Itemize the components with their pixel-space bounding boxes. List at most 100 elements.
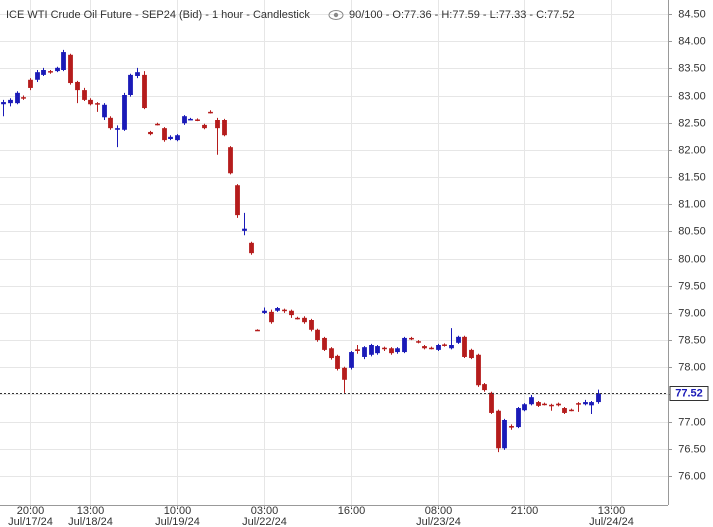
- candle-body: [583, 402, 588, 405]
- candle-body: [469, 349, 474, 359]
- candle-body: [476, 354, 481, 386]
- candle-body: [576, 403, 581, 405]
- candle-body: [242, 228, 247, 231]
- candle-body: [122, 95, 127, 130]
- candle-body: [28, 79, 33, 88]
- candle-body: [536, 402, 541, 406]
- candle-body: [342, 367, 347, 380]
- x-tick-date: Jul/24/24: [589, 516, 634, 527]
- candle-body: [522, 404, 527, 411]
- candle-body: [369, 345, 374, 355]
- y-tick-label: 76.00: [678, 470, 706, 482]
- y-tick-label: 79.50: [678, 280, 706, 292]
- candle-body: [402, 337, 407, 353]
- candle-body: [335, 355, 340, 369]
- y-tick-label: 81.00: [678, 198, 706, 210]
- candle-body: [529, 397, 534, 405]
- x-tick-label: 16:00: [338, 505, 366, 517]
- y-tick-label: 80.00: [678, 253, 706, 265]
- candle-body: [115, 128, 120, 130]
- candle-body: [456, 336, 461, 343]
- y-tick-label: 78.00: [678, 361, 706, 373]
- candle-body: [255, 329, 260, 332]
- x-tick-label: 10:00: [164, 505, 192, 517]
- candle-body: [349, 352, 354, 368]
- candle-body: [569, 409, 574, 412]
- candle-body: [61, 52, 66, 70]
- y-tick-label: 84.50: [678, 8, 706, 20]
- y-tick-label: 83.00: [678, 90, 706, 102]
- candle-body: [95, 103, 100, 105]
- x-tick-date: Jul/23/24: [416, 516, 461, 527]
- candle-body: [15, 92, 20, 104]
- candle-body: [215, 120, 220, 129]
- chart-title: ICE WTI Crude Oil Future - SEP24 (Bid) -…: [6, 9, 310, 21]
- y-tick-label: 77.00: [678, 416, 706, 428]
- candle-body: [482, 384, 487, 391]
- candle-body: [55, 67, 60, 72]
- candle-body: [442, 344, 447, 346]
- candle-body: [1, 102, 6, 105]
- y-tick-label: 82.00: [678, 144, 706, 156]
- candle-body: [155, 123, 160, 126]
- candle-body: [235, 185, 240, 216]
- candle-body: [422, 346, 427, 349]
- y-tick-label: 83.50: [678, 62, 706, 74]
- candle-body: [509, 425, 514, 428]
- candle-body: [195, 119, 200, 121]
- candle-body: [429, 347, 434, 350]
- candle-body: [202, 124, 207, 129]
- y-tick-label: 79.00: [678, 307, 706, 319]
- candle-body: [8, 99, 13, 104]
- candle-body: [275, 308, 280, 311]
- last-price-box: [669, 386, 709, 401]
- candle-body: [395, 348, 400, 353]
- candle-body: [128, 74, 133, 95]
- x-tick-date: Jul/18/24: [68, 516, 113, 527]
- legend-ohlc: 90/100 - O:77.36 - H:77.59 - L:77.33 - C…: [349, 9, 575, 21]
- candle-body: [21, 97, 26, 99]
- candle-body: [322, 337, 327, 350]
- candle-body: [596, 393, 601, 403]
- eye-pupil: [333, 12, 339, 18]
- candle-body: [168, 136, 173, 140]
- candle-body: [375, 346, 380, 354]
- candle-body: [389, 348, 394, 354]
- candle-body: [502, 420, 507, 449]
- candle-body: [188, 118, 193, 121]
- y-tick-label: 84.00: [678, 35, 706, 47]
- candle-body: [162, 128, 167, 141]
- candle-body: [75, 81, 80, 91]
- candle-body: [142, 74, 147, 109]
- candle-body: [102, 104, 107, 118]
- candle-body: [462, 336, 467, 357]
- candle-body: [362, 347, 367, 357]
- candle-body: [182, 116, 187, 124]
- eye-outline: [328, 10, 344, 20]
- x-tick-date: Jul/22/24: [242, 516, 287, 527]
- y-tick-label: 80.50: [678, 225, 706, 237]
- candle-body: [309, 320, 314, 330]
- candle-body: [436, 345, 441, 350]
- candle-body: [262, 310, 267, 313]
- candle-body: [496, 410, 501, 449]
- candle-body: [409, 337, 414, 340]
- candle-body: [562, 408, 567, 413]
- candle-body: [556, 403, 561, 406]
- candle-body: [82, 90, 87, 100]
- candle-body: [355, 349, 360, 351]
- candle-body: [222, 120, 227, 136]
- candle-body: [148, 131, 153, 135]
- candle-body: [228, 147, 233, 174]
- candle-body: [35, 72, 40, 80]
- candle-body: [208, 111, 213, 114]
- mark-layer: [0, 49, 668, 453]
- candle-body: [315, 329, 320, 341]
- x-tick-label: 21:00: [511, 505, 539, 517]
- visibility-icon[interactable]: [328, 10, 344, 20]
- y-tick-label: 82.50: [678, 117, 706, 129]
- x-tick-label: 13:00: [77, 505, 105, 517]
